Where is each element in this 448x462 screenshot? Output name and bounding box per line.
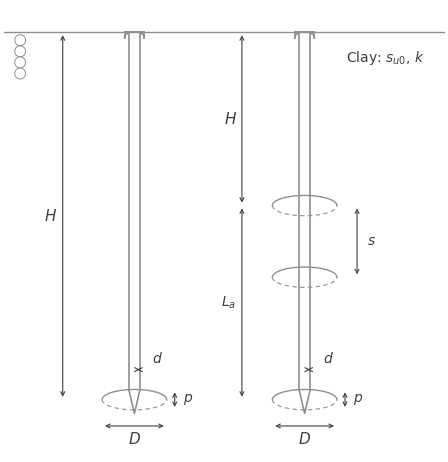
Text: $H$: $H$	[224, 111, 237, 127]
Text: $p$: $p$	[183, 392, 193, 407]
Text: $p$: $p$	[353, 392, 363, 407]
Text: $D$: $D$	[128, 431, 141, 447]
Text: Clay: $s_{u0}$, $k$: Clay: $s_{u0}$, $k$	[346, 49, 425, 67]
Text: $d$: $d$	[323, 351, 333, 366]
Text: $D$: $D$	[298, 431, 311, 447]
Text: $L_a$: $L_a$	[221, 294, 236, 311]
Text: $H$: $H$	[43, 208, 57, 224]
Text: $d$: $d$	[152, 351, 163, 366]
Text: $s$: $s$	[367, 234, 376, 249]
